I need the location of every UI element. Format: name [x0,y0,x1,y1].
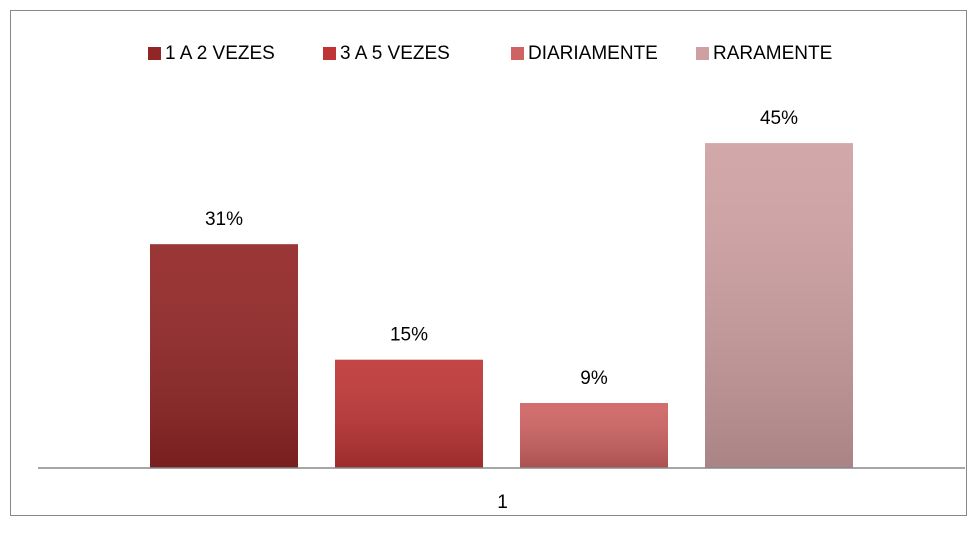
data-label: 45% [760,108,798,129]
bar-shade [520,403,668,468]
bar-shade [705,143,853,468]
legend-swatch [511,47,524,60]
legend-swatch [696,47,709,60]
legend-label: DIARIAMENTE [528,43,658,64]
data-label: 15% [390,325,428,346]
legend-swatch [148,47,161,60]
data-label: 9% [580,368,608,389]
legend-label: 1 A 2 VEZES [165,43,275,64]
bar-shade [150,244,298,468]
legend-label: RARAMENTE [713,43,832,64]
legend-label: 3 A 5 VEZES [340,43,450,64]
data-label: 31% [205,209,243,230]
x-tick-label: 1 [497,492,508,513]
legend-swatch [323,47,336,60]
bar-shade [335,359,483,468]
